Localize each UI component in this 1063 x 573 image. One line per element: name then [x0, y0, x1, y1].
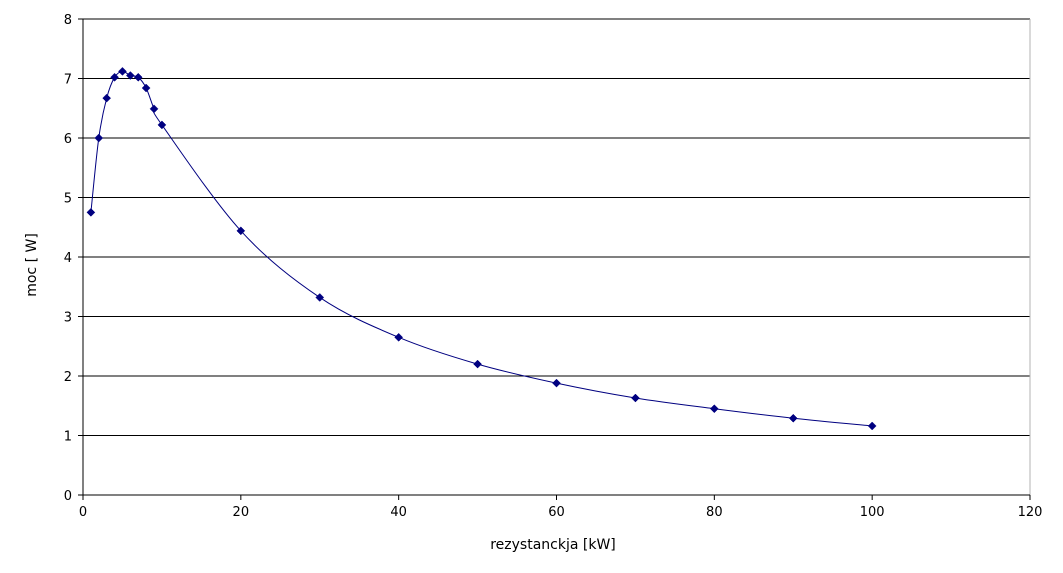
x-tick-label: 40 [390, 505, 407, 520]
x-tick-label: 0 [79, 505, 87, 520]
x-tick-label: 60 [548, 505, 565, 520]
y-tick-label: 5 [64, 192, 72, 207]
x-tick-label: 80 [706, 505, 723, 520]
data-point [552, 378, 561, 388]
data-point [631, 393, 640, 403]
y-tick-label: 2 [64, 370, 72, 385]
y-tick-label: 8 [64, 13, 72, 28]
data-point [94, 133, 104, 143]
data-point [125, 71, 135, 80]
axes [78, 18, 1031, 500]
series [86, 67, 877, 431]
data-point [473, 359, 482, 369]
data-point [867, 421, 877, 431]
data-point [236, 226, 246, 236]
y-tick-label: 6 [64, 132, 72, 147]
y-tick-label: 3 [64, 311, 72, 326]
data-point [315, 293, 325, 302]
data-point [788, 413, 798, 423]
y-tick-label: 1 [64, 430, 72, 445]
data-point [133, 72, 143, 82]
x-tick-label: 100 [860, 505, 885, 520]
y-tick-label: 0 [64, 489, 72, 504]
x-tick-label: 120 [1018, 505, 1043, 520]
y-tick-label: 7 [64, 73, 72, 88]
data-point [141, 83, 151, 93]
y-axis-title: moc [ W] [24, 233, 40, 297]
x-axis-title: rezystanckja [kW] [490, 537, 616, 553]
data-point [118, 67, 127, 76]
data-point [102, 93, 112, 103]
data-point [157, 120, 167, 130]
data-point [709, 404, 719, 414]
data-point [149, 104, 159, 114]
x-tick-label: 20 [233, 505, 250, 520]
data-point [394, 332, 404, 342]
y-tick-label: 4 [64, 251, 72, 266]
data-point [86, 208, 96, 217]
data-point [110, 72, 119, 82]
